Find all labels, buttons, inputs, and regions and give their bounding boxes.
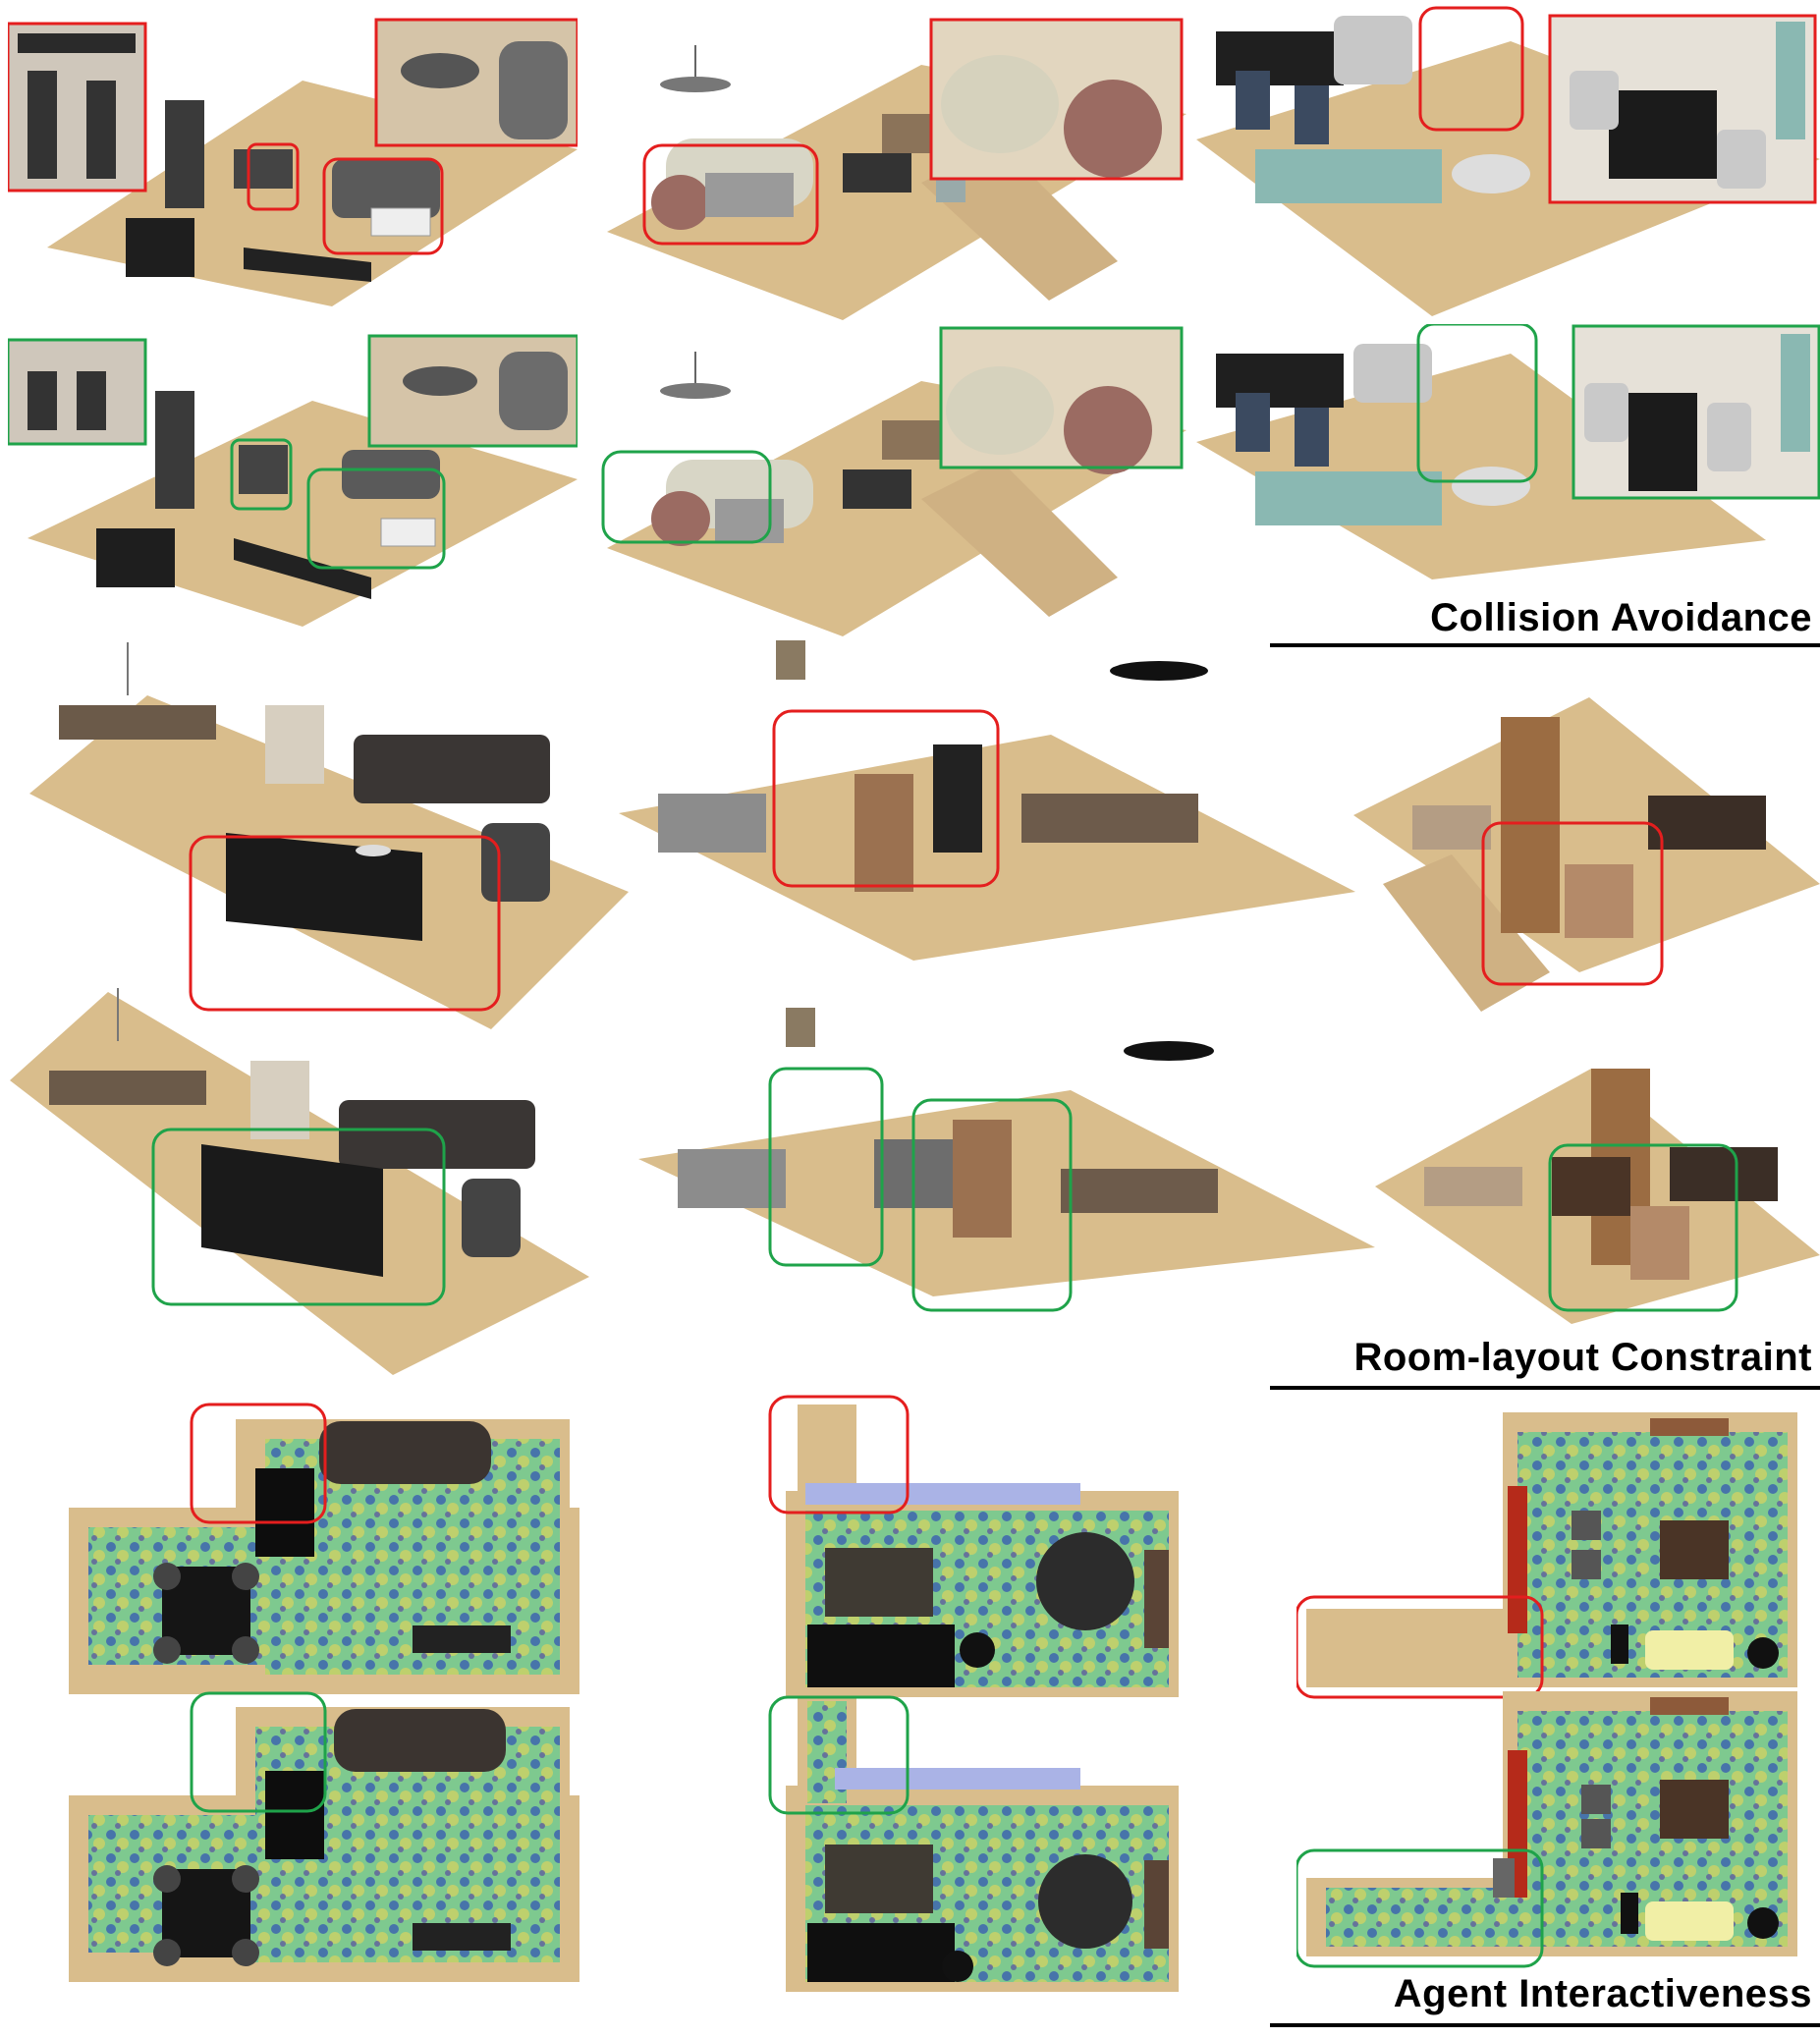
collision-scene-1-baseline bbox=[8, 12, 578, 306]
interactive-scene-3-baseline bbox=[1296, 1412, 1820, 1707]
section-title-room-layout-constraint: Room-layout Constraint bbox=[1353, 1336, 1812, 1379]
interactive-scene-1-baseline bbox=[59, 1400, 589, 1694]
layout-scene-1-ours bbox=[10, 982, 609, 1375]
section-divider bbox=[1270, 1386, 1820, 1390]
layout-scene-3-baseline bbox=[1353, 638, 1820, 1012]
collision-scene-2-ours bbox=[587, 322, 1186, 636]
section-divider bbox=[1270, 2023, 1820, 2027]
layout-scene-3-ours bbox=[1375, 1029, 1820, 1344]
layout-scene-1-baseline bbox=[29, 636, 629, 1029]
interactive-scene-2-baseline bbox=[766, 1393, 1179, 1697]
layout-scene-2-ours bbox=[638, 1002, 1375, 1355]
interactive-scene-3-ours bbox=[1296, 1691, 1820, 1976]
collision-scene-2-baseline bbox=[587, 6, 1186, 320]
collision-scene-1-ours bbox=[8, 332, 578, 627]
layout-scene-2-baseline bbox=[619, 636, 1355, 1010]
section-divider bbox=[1270, 643, 1820, 647]
section-title-collision-avoidance: Collision Avoidance bbox=[1430, 596, 1812, 639]
interactive-scene-2-ours bbox=[766, 1687, 1179, 1992]
collision-scene-3-ours bbox=[1196, 324, 1820, 599]
section-title-agent-interactiveness: Agent Interactiveness bbox=[1393, 1972, 1812, 2015]
interactive-scene-1-ours bbox=[59, 1687, 589, 1982]
collision-scene-3-baseline bbox=[1196, 2, 1820, 326]
